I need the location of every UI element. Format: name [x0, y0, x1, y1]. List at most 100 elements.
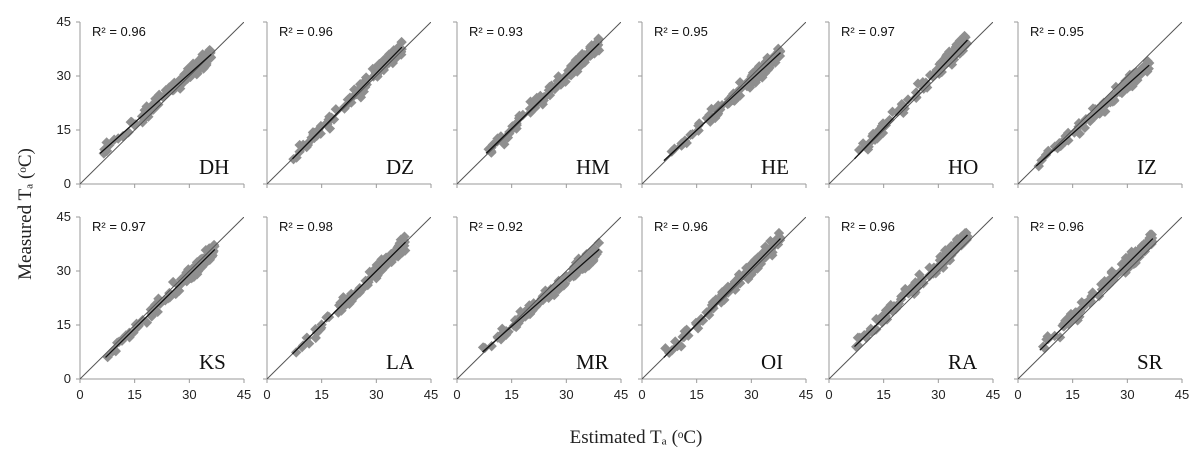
data-points: [98, 44, 217, 159]
x-tick-label: 30: [744, 387, 758, 402]
x-tick-label: 0: [1014, 387, 1021, 402]
data-point: [509, 315, 521, 326]
data-point: [905, 282, 917, 294]
data-point: [705, 116, 716, 127]
r2-label: R² = 0.98: [279, 219, 333, 234]
x-tick-label: 0: [76, 387, 83, 402]
data-point: [360, 72, 372, 83]
data-point: [310, 324, 321, 335]
data-point: [1126, 246, 1137, 258]
x-tick-label: 0: [263, 387, 270, 402]
data-point: [1111, 88, 1122, 99]
data-point: [774, 46, 785, 57]
data-point: [1080, 113, 1092, 125]
fit-line: [99, 53, 212, 154]
site-label: KS: [199, 350, 226, 374]
data-point: [338, 292, 349, 303]
y-tick-label: 30: [57, 68, 71, 83]
data-point: [719, 294, 730, 306]
fit-line: [1039, 238, 1154, 351]
data-point: [706, 112, 718, 124]
data-point: [576, 51, 587, 63]
data-point: [291, 347, 302, 358]
data-point: [1144, 232, 1155, 244]
data-point: [589, 41, 601, 52]
data-point: [323, 114, 334, 125]
data-point: [101, 145, 113, 157]
data-point: [1116, 258, 1128, 270]
data-point: [752, 263, 763, 274]
data-point: [579, 263, 591, 274]
data-point: [553, 71, 564, 82]
data-point: [1104, 277, 1115, 289]
y-tick-label: 0: [64, 176, 71, 191]
panel-la: 0 15 30 45 R² = 0.98 LA: [263, 216, 438, 402]
data-point: [380, 253, 391, 264]
data-point: [959, 30, 970, 42]
data-point: [1125, 73, 1136, 85]
data-point: [867, 128, 879, 140]
site-label: LA: [386, 350, 415, 374]
r2-label: R² = 0.96: [1030, 219, 1084, 234]
x-tick-label: 30: [369, 387, 383, 402]
data-point: [920, 80, 931, 91]
data-point: [545, 284, 557, 295]
data-point: [129, 120, 141, 131]
y-tick-label: 15: [57, 317, 71, 332]
r2-label: R² = 0.95: [654, 24, 708, 39]
one-to-one-line: [457, 217, 621, 379]
data-point: [660, 343, 671, 354]
site-label: IZ: [1137, 155, 1157, 179]
data-point: [1138, 61, 1149, 72]
data-point: [164, 287, 175, 299]
data-point: [1116, 80, 1128, 91]
data-point: [483, 144, 494, 155]
data-point: [586, 256, 598, 267]
data-point: [1084, 115, 1096, 127]
data-point: [767, 250, 778, 261]
r2-label: R² = 0.95: [1030, 24, 1084, 39]
panel-ks: 0 15 30 45 0 15 30 45 R² = 0.97 KS: [57, 209, 252, 402]
data-point: [763, 61, 775, 72]
data-point: [946, 53, 958, 65]
data-point: [1127, 79, 1138, 91]
data-point: [1142, 55, 1153, 67]
x-tick-label: 0: [638, 387, 645, 402]
fit-line: [105, 248, 216, 358]
data-point: [681, 137, 692, 149]
data-point: [676, 341, 687, 352]
site-label: HO: [948, 155, 978, 179]
data-point: [929, 266, 940, 277]
data-point: [525, 107, 536, 118]
data-point: [396, 239, 408, 250]
data-point: [902, 94, 914, 105]
data-point: [747, 67, 759, 78]
data-point: [910, 287, 921, 298]
data-point: [288, 153, 299, 165]
data-point: [155, 296, 166, 307]
x-tick-label: 45: [986, 387, 1000, 402]
data-point: [955, 47, 967, 58]
data-point: [961, 233, 972, 245]
data-point: [524, 308, 536, 320]
data-point: [863, 141, 874, 152]
data-point: [707, 297, 719, 308]
data-point: [592, 246, 603, 258]
data-point: [527, 305, 538, 316]
r2-label: R² = 0.93: [469, 24, 523, 39]
data-point: [133, 320, 144, 331]
fit-line: [482, 248, 600, 353]
data-point: [146, 304, 157, 315]
panel-iz: R² = 0.95 IZ: [1014, 21, 1183, 188]
data-point: [1043, 145, 1054, 157]
x-axis-title: Estimated Tₐ (ᵒC): [569, 427, 703, 448]
data-point: [393, 41, 404, 53]
fit-line: [854, 234, 968, 348]
panel-mr: 0 15 30 45 R² = 0.92 MR: [453, 216, 628, 402]
data-point: [946, 240, 957, 252]
data-point: [194, 262, 206, 273]
data-points: [1033, 55, 1155, 172]
x-tick-label: 15: [876, 387, 890, 402]
site-label: DZ: [386, 155, 414, 179]
